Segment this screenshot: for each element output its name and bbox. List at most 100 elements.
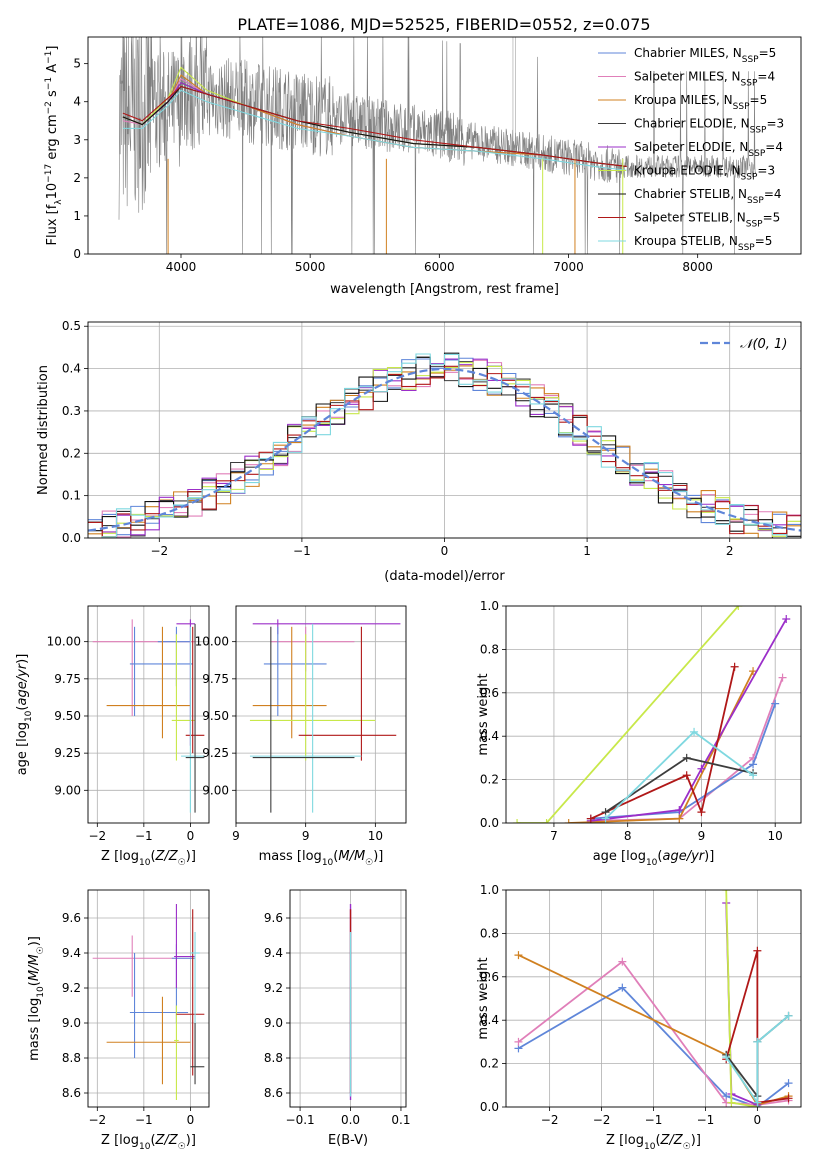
x-tick-label: 0 [187,1113,195,1127]
y-tick-label: 1.0 [480,883,499,897]
weight-marker [514,951,523,960]
panel-age-vs-Z: −2 −1 0 9.00 9.25 9.50 9.75 10.00 Z [log10(Z/Z☉)… [15,605,210,868]
x-tick-label: −1 [293,544,311,558]
axes-frame [87,889,210,1108]
axes-frame [87,36,802,255]
y-tick-label: 0 [73,247,81,261]
weight-marker [675,814,684,823]
axes-frame [87,605,210,824]
weight-marker [771,699,780,708]
x-tick-label: 1 [583,544,591,558]
weight-series-5 [725,950,789,1104]
y-tick-label: 9.4 [264,946,283,960]
y-axis-label: mass weight [476,957,491,1039]
figure-title: PLATE=1086, MJD=52525, FIBERID=0552, z=0… [237,15,650,34]
weight-series-0 [517,606,739,823]
weight-marker [564,819,573,823]
y-tick-label: 0.2 [480,773,499,787]
y-tick-label: 5 [73,57,81,71]
y-tick-label: 0.8 [480,926,499,940]
panel-mass-vs-Z: −2 −1 0 8.6 8.8 9.0 9.2 9.4 9.6 Z [log10(Z/Z☉)] ma… [27,889,210,1152]
y-tick-label: 9.25 [54,746,81,760]
plot-area [118,37,756,254]
axes-frame [505,889,802,1108]
y-tick-label: 0.0 [480,816,499,830]
x-tick-label: −1 [135,1113,153,1127]
legend-entry-5: Kroupa ELODIE, NSSP=3 [634,164,775,183]
weight-series-4 [590,618,788,822]
y-tick-label: 9.50 [202,709,229,723]
y-tick-label: 0.2 [62,446,81,460]
legend-entry-6: Chabrier STELIB, NSSP=4 [634,187,782,206]
legend-entry-0: Chabrier MILES, NSSP=5 [634,46,776,65]
y-tick-label: 9.75 [202,672,229,686]
x-tick-label: −2 [88,1113,106,1127]
weight-marker [784,1079,793,1088]
y-tick-label: 1.0 [480,599,499,613]
weight-marker [513,819,522,823]
y-tick-label: 8.8 [62,1051,81,1065]
x-axis-label: E(B-V) [328,1133,368,1148]
y-tick-label: 9.2 [62,981,81,995]
y-tick-label: 0.8 [480,642,499,656]
y-axis-label: mass weight [476,673,491,755]
y-tick-label: 0.5 [62,319,81,333]
axes-frame [235,605,407,824]
y-tick-label: 9.6 [62,911,81,925]
weight-series-7 [725,1015,790,1106]
x-tick-label: −2 [150,544,168,558]
weight-marker [730,662,739,671]
y-tick-label: 9.00 [54,783,81,797]
x-tick-label: 9 [232,829,240,843]
weight-marker [784,1094,793,1103]
weight-marker [542,819,551,823]
x-tick-label: 6000 [424,260,455,274]
model-series-7 [122,85,627,167]
axes-frame [289,889,407,1108]
y-axis-label: Normed distribution [36,365,51,495]
weight-marker [697,764,706,773]
x-tick-label: −2 [593,1113,611,1127]
legend-entry-7: Salpeter STELIB, NSSP=5 [634,211,780,230]
x-axis-label: wavelength [Angstrom, rest frame] [330,282,559,297]
legend-entry-1: Salpeter MILES, NSSP=4 [634,70,775,89]
x-tick-label: −1 [645,1113,663,1127]
x-tick-label: 10 [368,829,383,843]
y-tick-label: 10.00 [47,635,81,649]
x-axis-label: Z [log10(Z/Z☉)] [101,1133,196,1152]
legend-entry-4: Salpeter ELODIE, NSSP=4 [634,140,783,159]
legend-entry: 𝒩(0, 1) [740,337,787,352]
legend: Chabrier MILES, NSSP=5 Salpeter MILES, NS… [598,46,784,253]
axes-frame [87,321,802,539]
histogram-8 [88,353,801,538]
y-tick-label: 9.0 [264,1016,283,1030]
weight-marker [734,606,743,610]
x-tick-label: −1 [697,1113,715,1127]
panel-age-vs-mass: 9 9 10 9.00 9.25 9.50 9.75 10.00 mass [log10(M/M… [195,605,407,868]
plot-area [514,890,793,1107]
panel-mass-weight-vs-Z: −2 −2 −1 −1 0 0.0 0.2 0.4 0.6 0.8 1.0 Z [log10(Z/Z☉… [476,883,802,1152]
y-axis-label: age [log10(age/yr)] [15,654,34,776]
y-tick-label: 9.2 [264,981,283,995]
panel-mass-weight-vs-age: 7 8 9 10 0.0 0.2 0.4 0.6 0.8 1.0 age [log10(age/yr… [476,599,802,868]
legend-entry-3: Chabrier ELODIE, NSSP=3 [634,117,784,136]
panel-residual-histogram: −2 −1 0 1 2 0.0 0.1 0.2 0.3 0.4 0.5 (data-model)/er… [36,319,802,584]
plot-area [92,619,205,813]
y-tick-label: 0.0 [480,1100,499,1114]
weight-marker [722,1053,731,1062]
weight-marker [675,805,684,814]
panel-mass-vs-EBV: −0.1 0.0 0.1 8.6 8.8 9.0 9.2 9.4 9.6 E(B-V) [264,889,411,1148]
y-tick-label: 0.3 [62,404,81,418]
histogram-7 [88,365,801,538]
x-tick-label: 8 [624,829,632,843]
x-tick-label: 9 [698,829,706,843]
normal-reference-curve [88,367,801,532]
x-axis-label: mass [log10(M/M☉)] [259,849,384,868]
y-tick-label: 9.4 [62,946,81,960]
x-tick-label: 9 [302,829,310,843]
x-tick-label: 0 [754,1113,762,1127]
x-tick-label: 0 [187,829,195,843]
y-tick-label: 4 [73,95,81,109]
weight-marker [727,1098,736,1107]
